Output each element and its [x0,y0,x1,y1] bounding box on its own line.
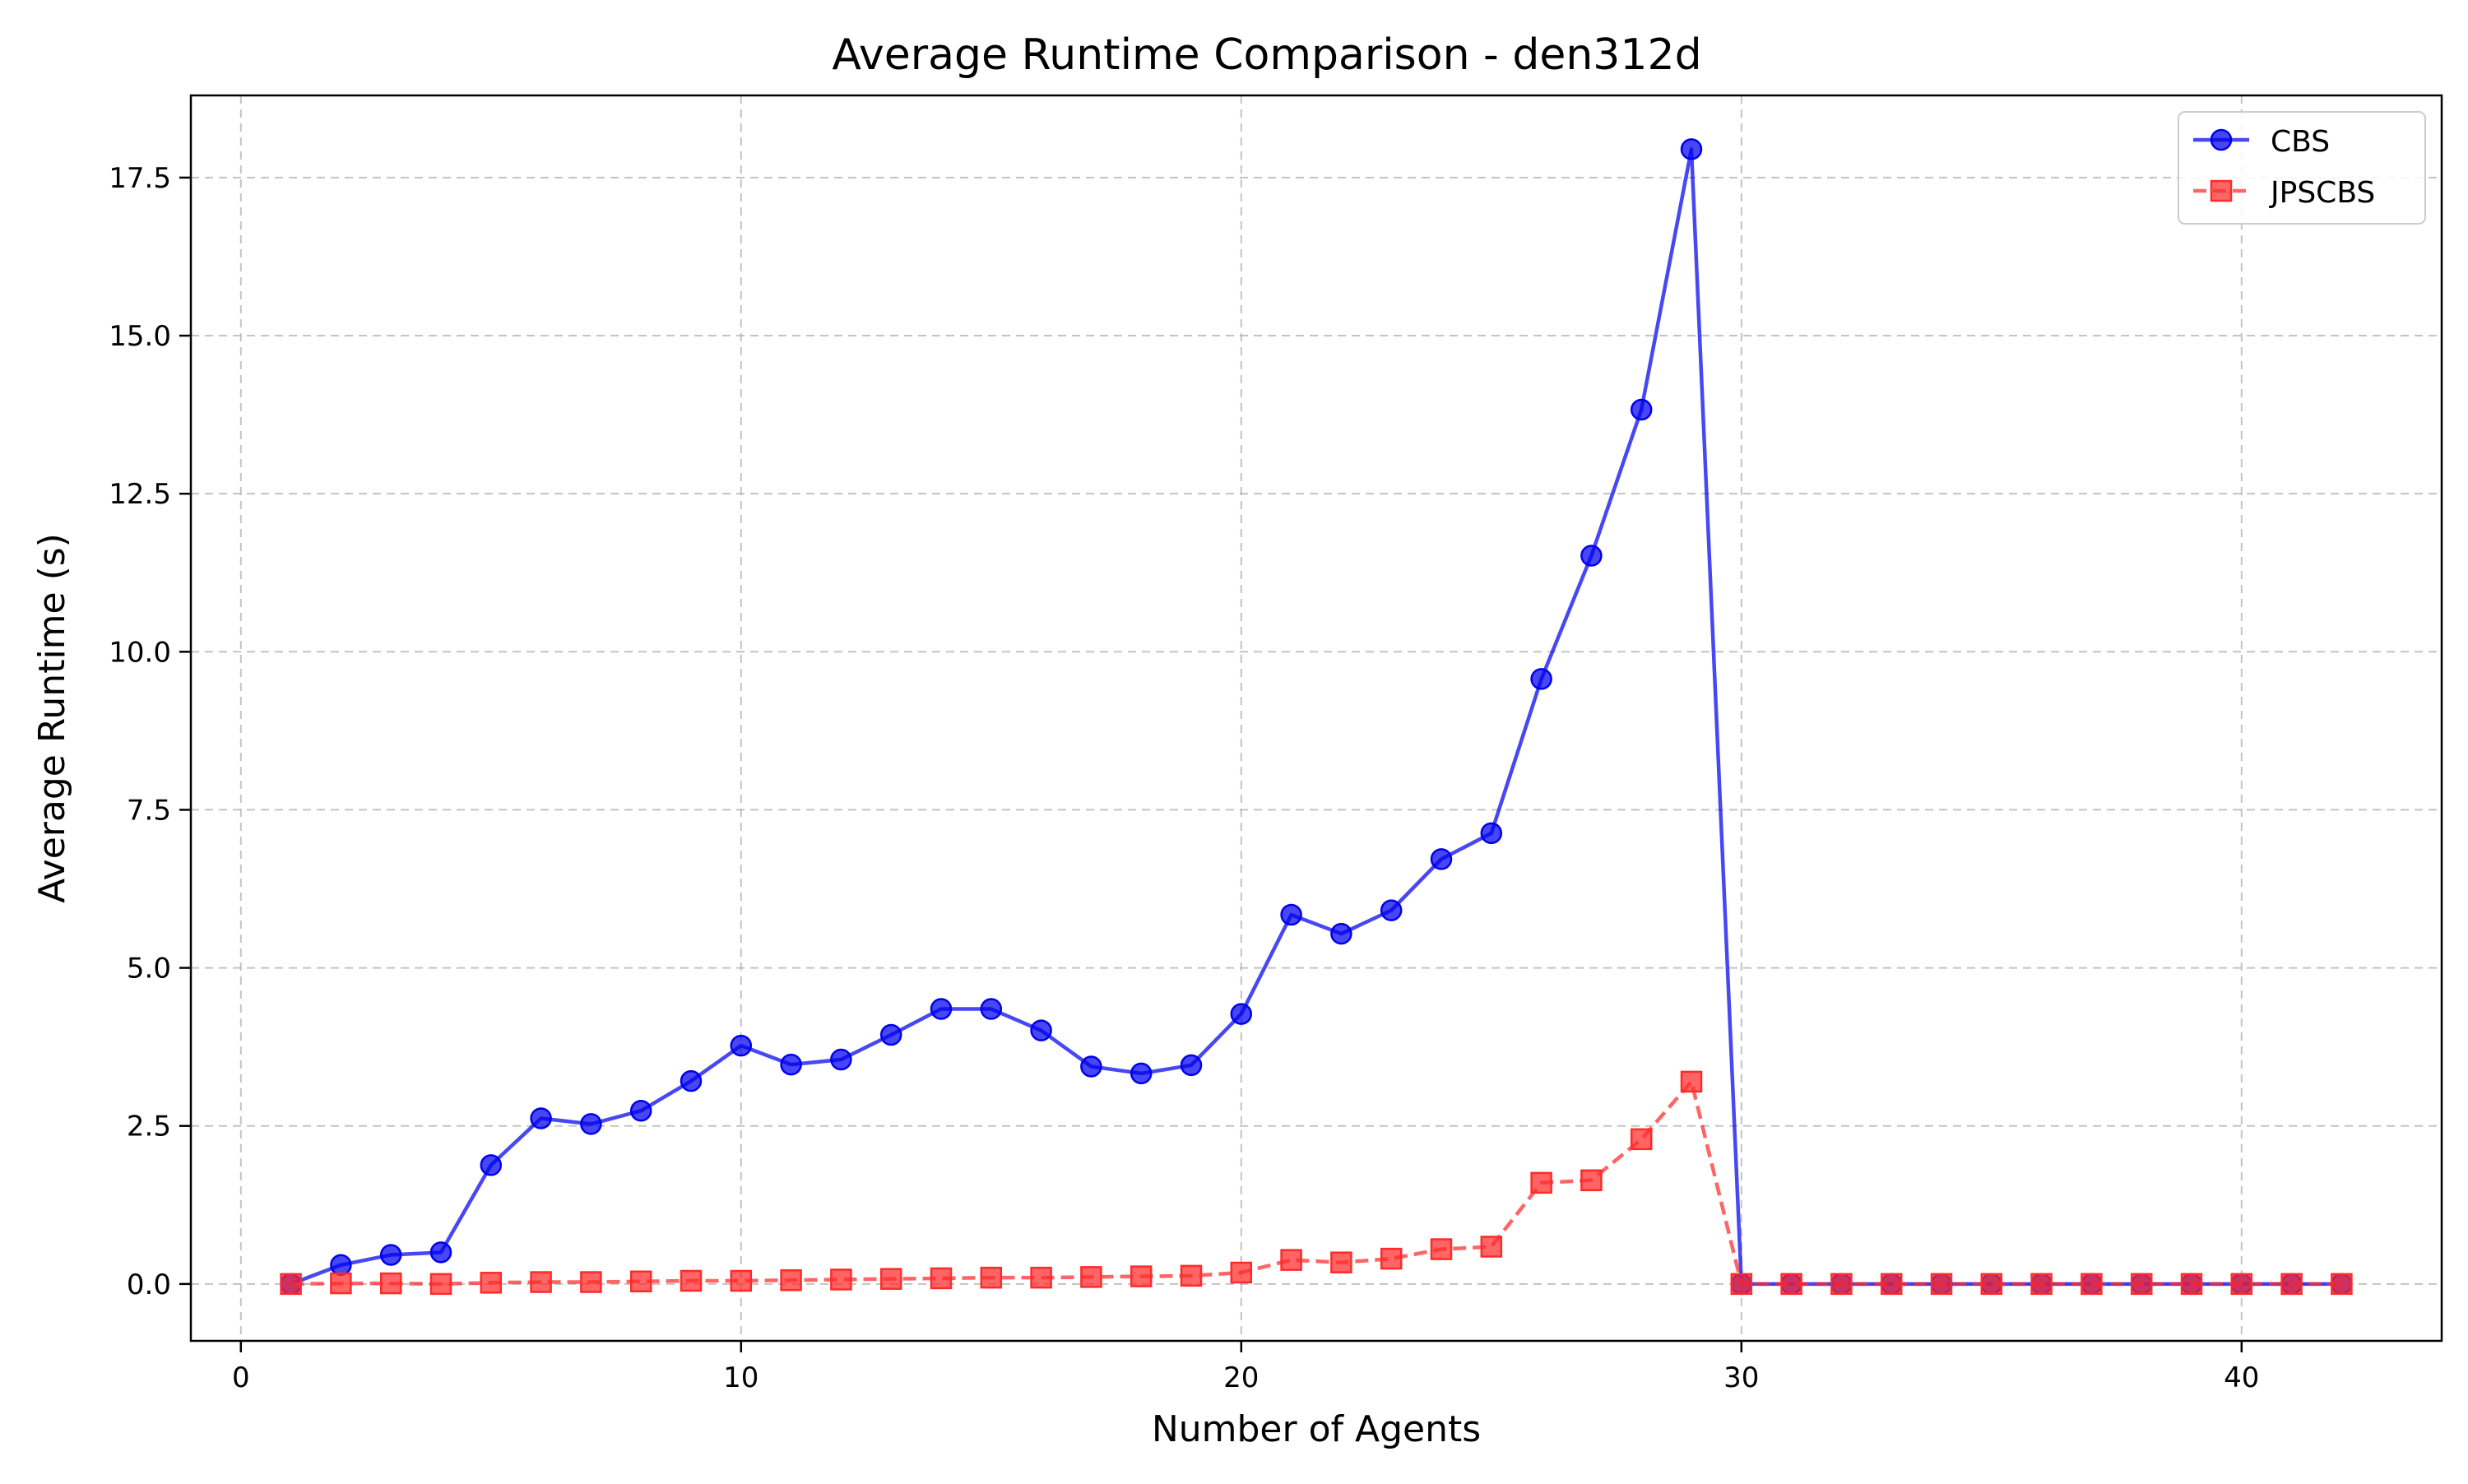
data-point [1480,822,1503,845]
chart-title: Average Runtime Comparison - den312d [832,30,1701,80]
x-tick-label: 0 [232,1361,250,1394]
data-point [780,1268,802,1292]
data-point [1630,398,1653,421]
data-point [1430,848,1453,870]
legend-label-jpscbs: JPSCBS [2269,176,2375,210]
data-point [730,1034,753,1057]
data-point [1380,1247,1403,1270]
series-jpscbs [280,1070,2353,1296]
x-axis-label: Number of Agents [1152,1408,1481,1450]
data-point [980,1266,1003,1289]
data-point [930,1267,953,1290]
data-point [2180,1273,2203,1296]
x-tick-label: 30 [1723,1361,1759,1394]
data-point [1130,1062,1153,1085]
y-tick-label: 10.0 [109,636,171,669]
x-tick-label: 20 [1223,1361,1259,1394]
data-point [1630,1128,1653,1151]
data-point [1280,1249,1302,1271]
data-point [730,1269,753,1292]
y-tick-label: 12.5 [109,478,171,511]
data-point [2331,1273,2353,1296]
data-point [680,1069,703,1092]
data-point [1580,545,1603,567]
data-point [1180,1054,1203,1077]
data-point [1830,1273,1853,1296]
data-point [330,1272,352,1295]
data-point [1080,1055,1102,1078]
data-point [629,1270,652,1293]
data-point [1930,1273,1953,1296]
y-tick-label: 15.0 [109,320,171,353]
legend-marker-jpscbs [2210,179,2233,202]
y-tick-label: 2.5 [127,1111,171,1143]
data-point [379,1244,402,1266]
data-point [1030,1019,1052,1041]
data-point [2230,1273,2253,1296]
data-point [530,1271,552,1293]
data-point [1330,1251,1352,1273]
data-point [379,1272,402,1295]
data-point [2280,1273,2303,1296]
data-point [1680,1070,1703,1093]
axis-ticks: 0 10 20 30 40 0.0 2.5 5.0 7.5 10.0 12.5 15.0 17.5 [109,162,2259,1394]
data-point [1480,1236,1503,1258]
legend: CBS JPSCBS [2178,111,2426,225]
data-point [1530,668,1552,690]
y-tick-label: 5.0 [127,953,171,985]
data-point [1230,1261,1253,1284]
data-point [879,1023,902,1046]
y-tick-label: 17.5 [109,162,171,195]
data-point [680,1269,703,1292]
data-point [980,998,1003,1020]
data-point [2030,1273,2053,1296]
data-point [1780,1273,1802,1296]
data-point [480,1272,503,1294]
y-tick-label: 0.0 [127,1268,171,1301]
data-point [1980,1273,2003,1296]
data-point [429,1273,452,1296]
data-point [1280,903,1302,926]
data-point [1080,1266,1102,1288]
data-point [930,998,953,1020]
x-tick-label: 10 [723,1361,758,1394]
grid [191,95,2442,1341]
data-point [1130,1265,1153,1287]
data-point [1430,1238,1453,1260]
data-point [1880,1273,1903,1296]
legend-marker-cbs [2210,128,2233,151]
data-point [1330,922,1352,945]
y-axis-label: Average Runtime (s) [31,533,73,903]
data-point [1180,1264,1203,1287]
data-point [1380,899,1403,921]
data-point [1730,1273,1753,1296]
data-point [2130,1273,2153,1296]
data-point [629,1100,652,1122]
data-point [429,1241,452,1264]
data-point [480,1154,503,1176]
data-point [830,1048,852,1071]
data-point [1230,1003,1253,1025]
data-point [330,1254,352,1277]
plot-frame [189,94,2443,1343]
x-tick-label: 40 [2224,1361,2259,1394]
data-point [1030,1266,1052,1289]
series-layer [280,138,2353,1296]
data-point [530,1107,552,1129]
data-point [580,1113,602,1135]
data-point [280,1273,302,1296]
data-point [879,1268,902,1290]
data-point [580,1271,602,1293]
data-point [830,1268,852,1291]
data-point [2081,1273,2103,1296]
data-point [1580,1169,1603,1192]
y-tick-label: 7.5 [127,794,171,827]
data-point [1530,1171,1552,1194]
legend-label-cbs: CBS [2271,125,2330,159]
data-point [1680,138,1703,160]
data-point [780,1053,802,1076]
